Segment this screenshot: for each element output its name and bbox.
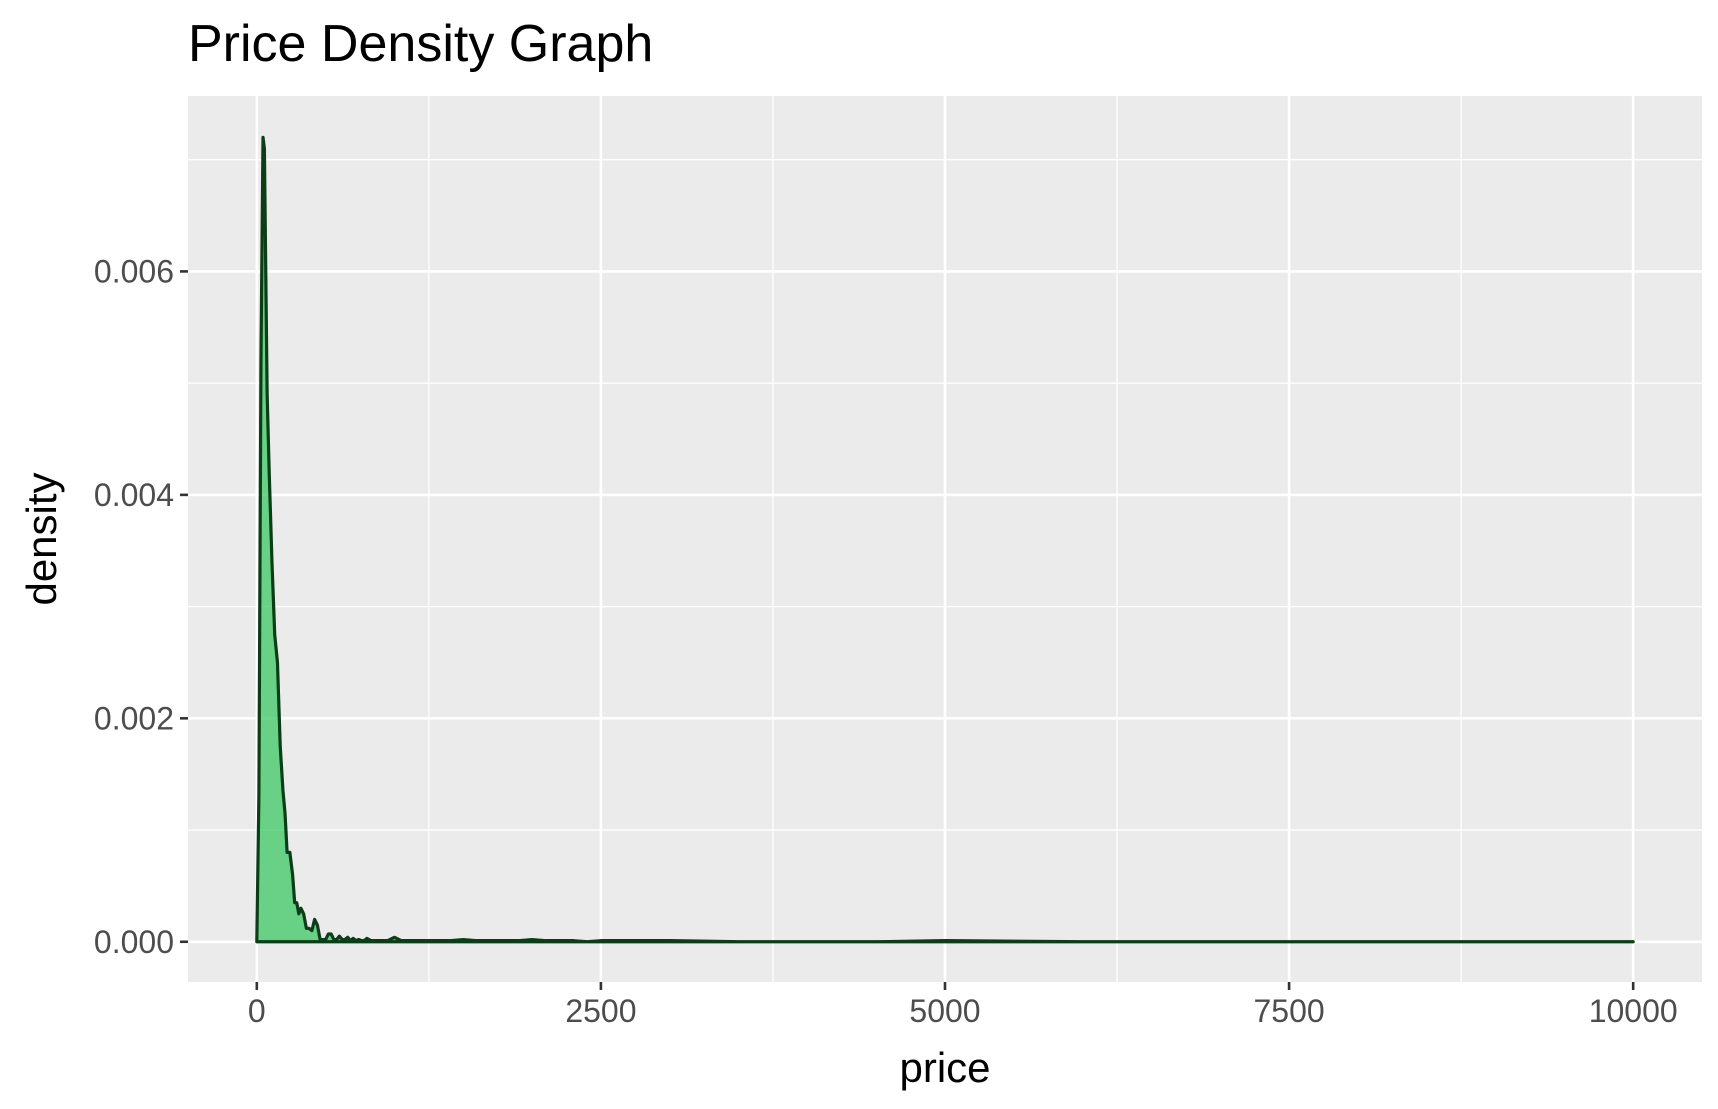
x-tick-label: 10000 (1589, 993, 1678, 1029)
y-tick-label: 0.006 (94, 253, 174, 289)
x-axis-title: price (899, 1044, 990, 1091)
x-tick-label: 7500 (1253, 993, 1324, 1029)
chart-title: Price Density Graph (188, 15, 654, 73)
y-tick-label: 0.004 (94, 477, 174, 513)
density-layer (255, 135, 1635, 944)
y-tick-label: 0.002 (94, 700, 174, 736)
density-line (255, 135, 1635, 944)
x-tick-label: 0 (248, 993, 266, 1029)
x-axis: 0 2500 5000 7500 10000 (248, 982, 1678, 1029)
y-tick-label: 0.000 (94, 924, 174, 960)
y-axis-title: density (18, 472, 65, 605)
x-tick-label: 2500 (565, 993, 636, 1029)
x-tick-label: 5000 (909, 993, 980, 1029)
y-axis: 0.000 0.002 0.004 0.006 (94, 253, 188, 960)
